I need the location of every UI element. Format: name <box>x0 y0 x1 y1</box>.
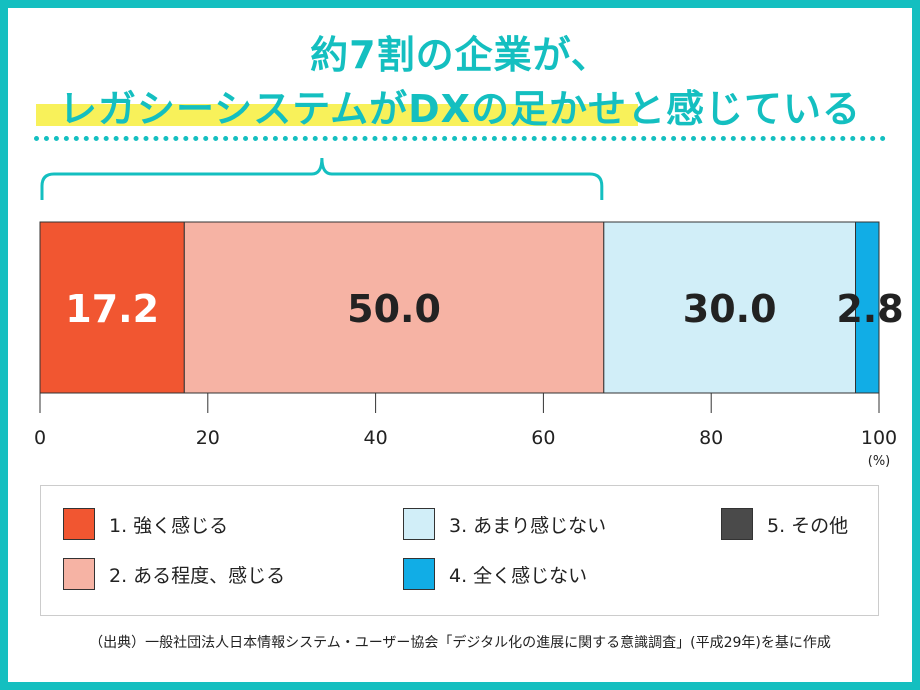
legend: 1. 強く感じる 2. ある程度、感じる 3. あまり感じない 4. 全く感じない 5.… <box>40 485 879 616</box>
legend-label: 1. 強く感じる <box>109 514 229 537</box>
title-line-2-text: レガシーシステムがDXの足かせと感じている <box>59 87 861 131</box>
legend-label: 4. 全く感じない <box>449 564 588 587</box>
x-tick-label-40: 40 <box>364 427 388 449</box>
x-tick-label-60: 60 <box>531 427 555 449</box>
title-line-1: 約7割の企業が、 <box>310 33 610 77</box>
legend-label: 2. ある程度、感じる <box>109 564 286 587</box>
legend-swatch <box>721 508 753 540</box>
legend-item-1: 1. 強く感じる <box>63 508 228 540</box>
bar-segment-3 <box>603 221 857 394</box>
bar-segment-1 <box>39 221 185 394</box>
legend-label: 3. あまり感じない <box>449 514 607 537</box>
legend-swatch <box>63 558 95 590</box>
source-note: （出典）一般社団法人日本情報システム・ユーザー協会「デジタル化の進展に関する意識… <box>89 635 831 651</box>
x-tick-label-0: 0 <box>34 427 46 449</box>
dotted-divider <box>34 136 886 141</box>
title-line-2: レガシーシステムがDXの足かせと感じている <box>0 78 920 133</box>
x-tick-label-20: 20 <box>196 427 220 449</box>
title-highlight <box>36 104 638 126</box>
legend-item-2: 2. ある程度、感じる <box>63 558 285 590</box>
data-label-4: 2.8 <box>836 287 903 331</box>
legend-swatch <box>403 508 435 540</box>
x-tick-label-100: 100 <box>861 427 897 449</box>
data-label-3: 30.0 <box>683 287 777 331</box>
legend-item-4: 4. 全く感じない <box>403 558 587 590</box>
data-label-1: 17.2 <box>65 287 159 331</box>
legend-item-5: 5. その他 <box>721 508 848 540</box>
legend-label: 5. その他 <box>767 514 849 537</box>
x-unit-label: (%) <box>868 454 891 469</box>
legend-swatch <box>403 558 435 590</box>
legend-item-3: 3. あまり感じない <box>403 508 606 540</box>
data-label-2: 50.0 <box>347 287 441 331</box>
bracket <box>40 157 604 200</box>
x-tick-label-80: 80 <box>699 427 723 449</box>
legend-swatch <box>63 508 95 540</box>
